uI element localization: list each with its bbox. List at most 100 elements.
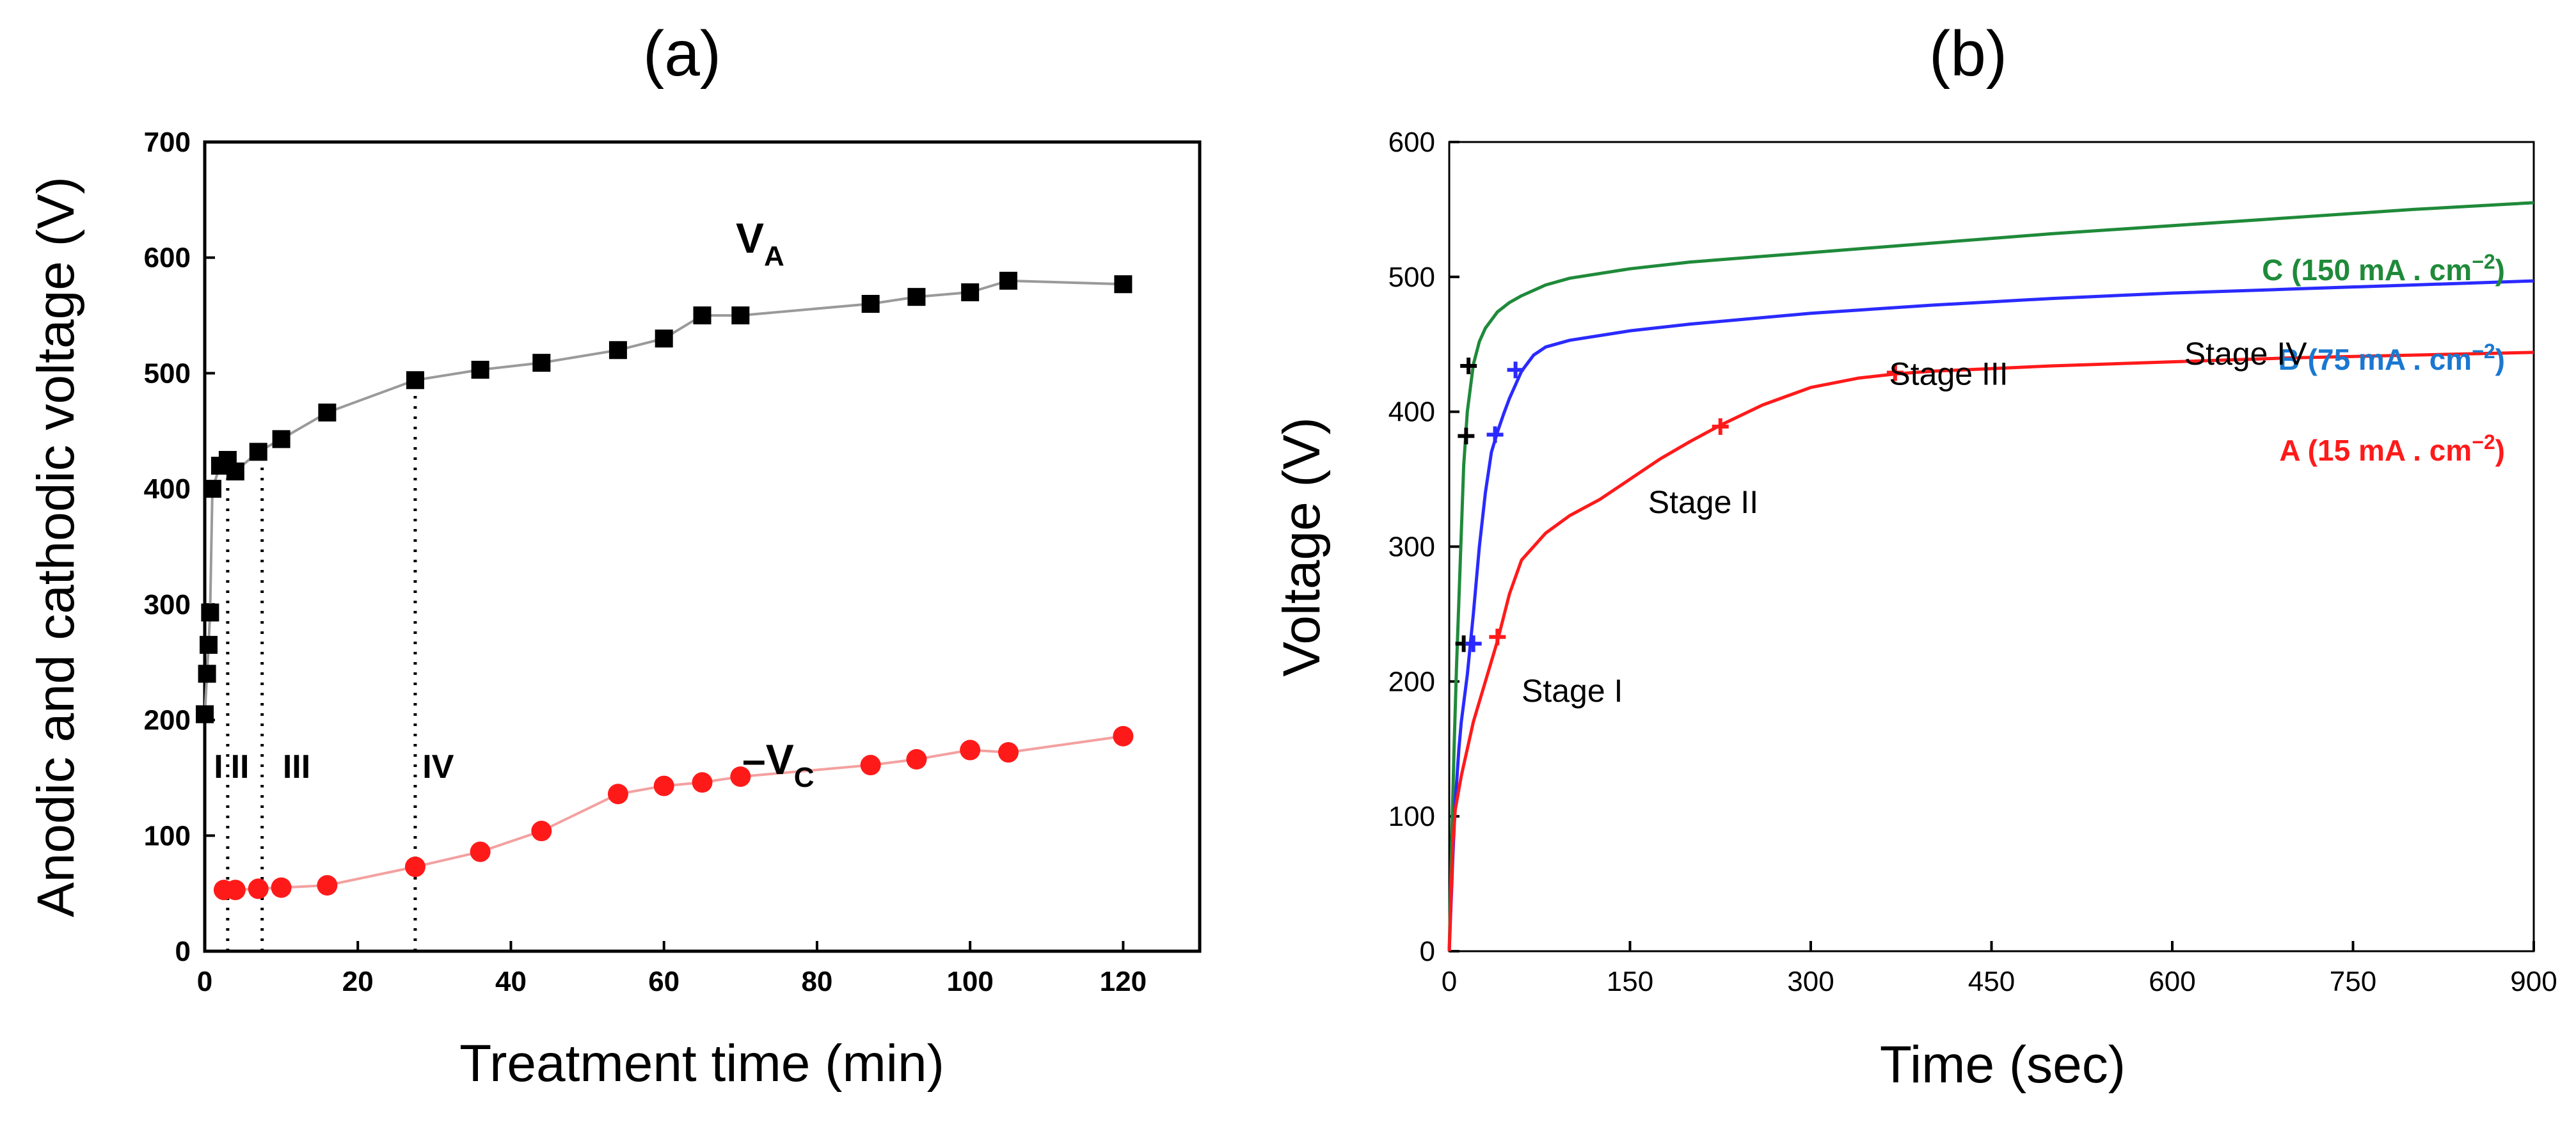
- panel-a: (a) 0 20 40 60 80 100 120 0 100 200 300 400 500 600 700…: [27, 18, 1202, 1093]
- data-point-vc: [960, 739, 981, 761]
- series-label-sub: C: [794, 762, 815, 793]
- data-point-va: [199, 636, 218, 654]
- y-tick-label: 0: [1420, 936, 1435, 967]
- y-axis-label: Anodic and cathodic voltage (V): [27, 177, 85, 917]
- curve-label-exp: −2: [2472, 250, 2495, 273]
- y-tick-label: 100: [144, 820, 191, 851]
- curve-label-prefix: A (15 mA . cm: [2279, 434, 2472, 467]
- y-tick-label: 200: [144, 705, 191, 736]
- series-label-vc: –VC: [742, 736, 815, 793]
- y-tick-label: 300: [1388, 532, 1435, 563]
- data-point-vc: [1113, 725, 1134, 747]
- x-tick-label: 60: [648, 966, 680, 997]
- stage-marker-c: [1460, 357, 1477, 374]
- x-tick-label: 120: [1100, 966, 1147, 997]
- y-tick-label: 200: [1388, 666, 1435, 697]
- x-tick-label: 80: [801, 966, 832, 997]
- data-point-va: [693, 306, 712, 325]
- stage-label: III: [283, 748, 310, 786]
- x-tick-label: 300: [1787, 966, 1834, 997]
- x-axis-label: Treatment time (min): [459, 1034, 944, 1093]
- y-tick-label: 400: [144, 473, 191, 505]
- x-tick-label: 0: [197, 966, 212, 997]
- series-label-main: V: [736, 214, 764, 262]
- data-point-va: [198, 665, 216, 683]
- data-point-va: [655, 329, 673, 348]
- x-tick-label: 20: [342, 966, 374, 997]
- x-tick-label: 750: [2330, 966, 2376, 997]
- stage-marker-a: [1886, 364, 1904, 381]
- data-point-vc: [730, 766, 751, 787]
- data-point-va: [226, 462, 244, 481]
- data-point-vc: [653, 775, 674, 796]
- data-point-vc: [271, 877, 292, 898]
- data-point-vc: [692, 772, 713, 793]
- y-tick-label: 400: [1388, 397, 1435, 428]
- stage-marker-a: [1489, 628, 1506, 645]
- plot-frame: [203, 140, 1202, 953]
- data-point-va: [961, 283, 980, 301]
- series-label-sub: A: [764, 241, 784, 272]
- data-point-va: [1114, 275, 1133, 294]
- y-tick-label: 0: [175, 936, 191, 967]
- data-point-vc: [607, 784, 628, 805]
- panel-label: (a): [643, 18, 721, 90]
- data-point-va: [272, 430, 290, 448]
- x-tick-label: 600: [2149, 966, 2195, 997]
- data-point-va: [861, 295, 880, 313]
- series-line-vc: [223, 734, 1124, 892]
- stage-marker-a: [1712, 418, 1729, 435]
- x-tick-label: 0: [1442, 966, 1457, 997]
- y-tick-label: 600: [1388, 127, 1435, 158]
- stage-marker-c: [1458, 427, 1475, 445]
- stage-marker-b: [1465, 635, 1482, 652]
- y-tick-label: 600: [144, 242, 191, 274]
- series-curve-b: [1447, 279, 2534, 952]
- series-label-va: VA: [736, 214, 784, 272]
- data-point-va: [196, 705, 214, 723]
- x-tick-label: 40: [495, 966, 527, 997]
- curve-label-prefix: C (150 mA . cm: [2262, 253, 2472, 287]
- y-tick-label: 500: [144, 358, 191, 389]
- y-tick-label: 700: [144, 127, 191, 158]
- x-tick-label: 100: [946, 966, 993, 997]
- data-point-va: [731, 306, 750, 325]
- curve-label-b: B (75 mA . cm−2): [2278, 340, 2505, 376]
- data-point-va: [318, 403, 337, 422]
- data-point-va: [907, 288, 926, 306]
- stage-label: Stage IV: [2184, 336, 2307, 372]
- x-tick-label: 450: [1968, 966, 2015, 997]
- y-tick-label: 300: [144, 589, 191, 620]
- y-axis-label: Voltage (V): [1273, 417, 1331, 677]
- y-tick-label: 100: [1388, 801, 1435, 832]
- stage-label: IV: [422, 748, 454, 786]
- data-point-vc: [906, 749, 927, 770]
- curve-label-suffix: ): [2495, 253, 2505, 287]
- data-point-vc: [248, 878, 269, 899]
- stage-label: Stage III: [1889, 356, 2008, 392]
- data-point-va: [203, 480, 221, 498]
- data-point-vc: [225, 880, 246, 901]
- data-point-vc: [531, 821, 552, 842]
- data-point-va: [532, 354, 551, 372]
- curve-label-suffix: ): [2495, 343, 2505, 376]
- data-point-vc: [998, 742, 1019, 763]
- data-point-vc: [404, 857, 425, 878]
- stage-label: Stage I: [1522, 673, 1623, 709]
- series-label-main: –V: [742, 736, 794, 783]
- stage-label: II: [231, 748, 250, 786]
- y-tick-label: 500: [1388, 262, 1435, 293]
- curve-label-a: A (15 mA . cm−2): [2279, 431, 2505, 467]
- data-point-va: [406, 371, 424, 390]
- series-curve-c: [1447, 201, 2534, 952]
- data-point-va: [999, 271, 1017, 290]
- curve-label-c: C (150 mA . cm−2): [2262, 250, 2505, 287]
- data-point-vc: [860, 755, 881, 776]
- data-point-va: [608, 341, 627, 360]
- panel-b: (b) 0 150 300 450 600 750 900 0 100 200 300 400 500 60…: [1273, 18, 2557, 1094]
- series-curve-a: [1447, 351, 2534, 952]
- x-axis-label: Time (sec): [1880, 1036, 2126, 1094]
- curve-label-prefix: B (75 mA . cm: [2278, 343, 2472, 376]
- x-tick-label: 150: [1607, 966, 1653, 997]
